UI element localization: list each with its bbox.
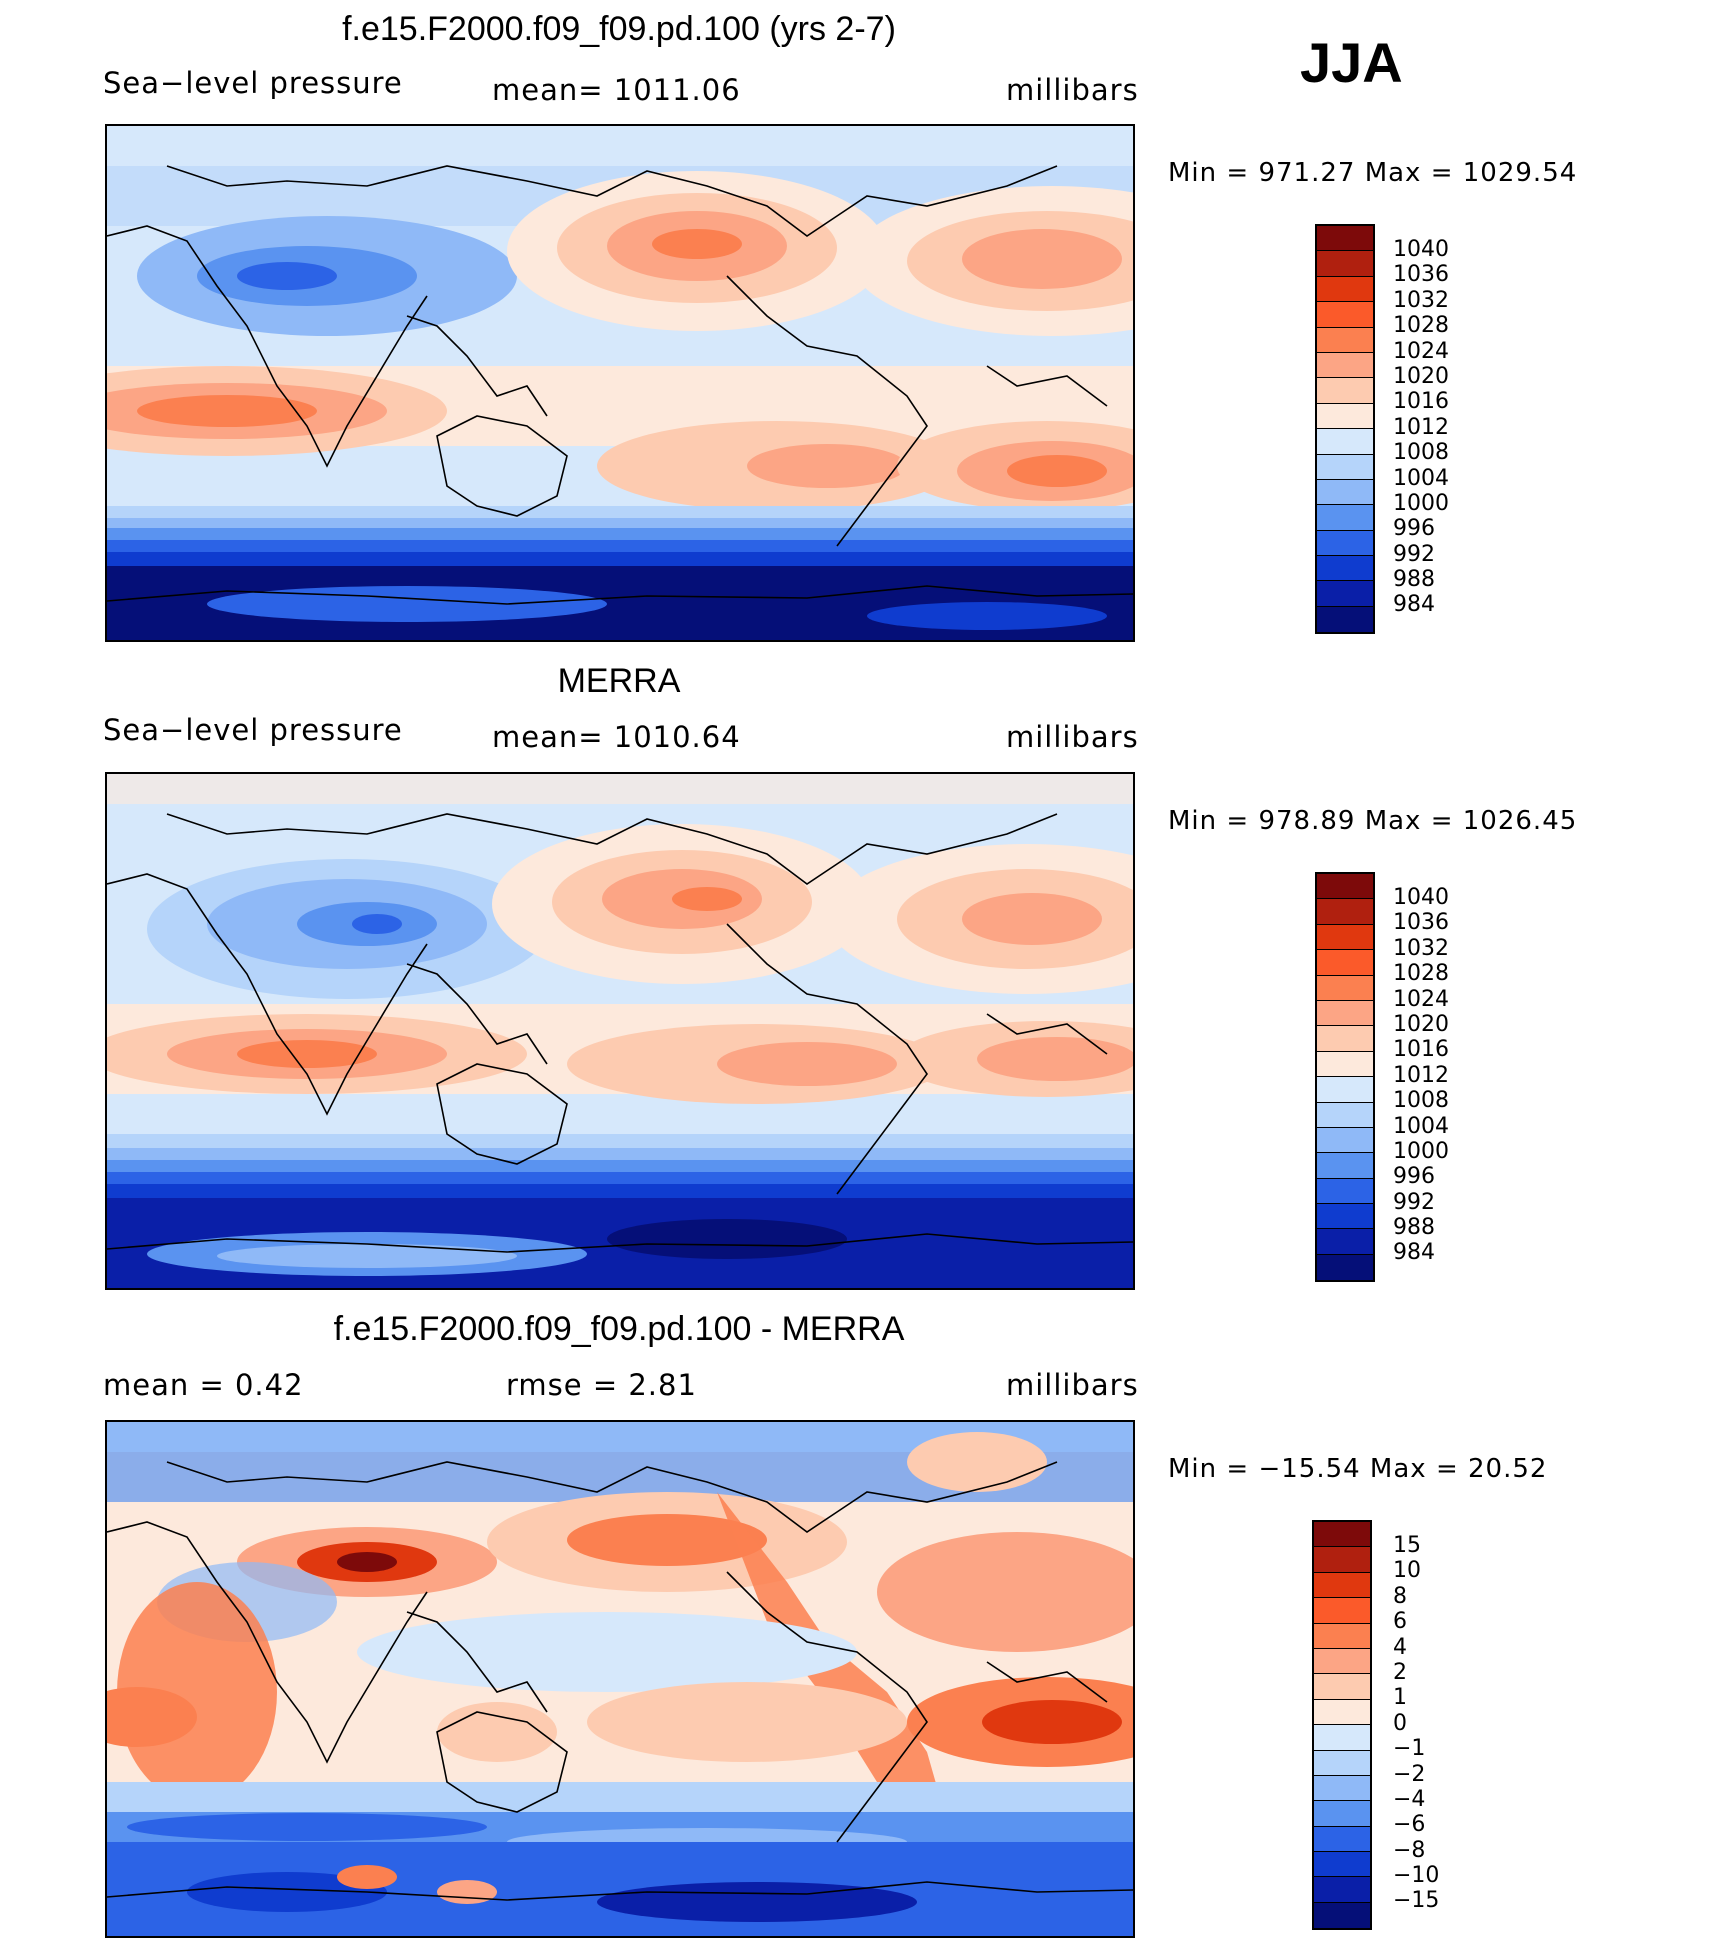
colorbar-label: 984 <box>1393 592 1435 618</box>
colorbar-label: 10 <box>1393 1558 1421 1584</box>
panel1-map <box>105 124 1135 642</box>
panel1-minmax: Min = 971.27 Max = 1029.54 <box>1168 158 1578 188</box>
panel3-colorbar <box>1312 1520 1372 1931</box>
colorbar-label: −15 <box>1393 1888 1440 1914</box>
panel1-colorbar <box>1315 224 1375 635</box>
colorbar-label: 1040 <box>1393 885 1449 910</box>
colorbar-label: 15 <box>1393 1533 1421 1558</box>
colorbar-label: 1008 <box>1393 1088 1449 1114</box>
panel2-variable-label: Sea−level pressure <box>103 713 403 747</box>
panel2-colorbar-labels: 1040 1036 1032 1028 1024 1020 1016 1012 … <box>1393 885 1449 1266</box>
panel1-colorbar-labels: 1040 1036 1032 1028 1024 1020 1016 1012 … <box>1393 237 1449 618</box>
colorbar-label: 992 <box>1393 1189 1435 1215</box>
panel1-units-label: millibars <box>1006 73 1139 107</box>
colorbar-label: 988 <box>1393 1215 1435 1241</box>
colorbar-label: 988 <box>1393 567 1435 593</box>
colorbar-label: 1004 <box>1393 1113 1449 1139</box>
colorbar-label: 1024 <box>1393 338 1449 364</box>
colorbar-label: −4 <box>1393 1786 1426 1812</box>
colorbar-label: 1012 <box>1393 414 1449 440</box>
panel1-title: f.e15.F2000.f09_f09.pd.100 (yrs 2-7) <box>342 10 896 48</box>
colorbar-label: 1020 <box>1393 1011 1449 1037</box>
panel3-mean-label: mean = 0.42 <box>103 1368 304 1402</box>
panel3-title: f.e15.F2000.f09_f09.pd.100 - MERRA <box>333 1310 905 1348</box>
colorbar-label: 1036 <box>1393 910 1449 936</box>
colorbar-label: 1028 <box>1393 961 1449 987</box>
panel2-title: MERRA <box>557 662 681 700</box>
panel1-variable-label: Sea−level pressure <box>103 66 403 100</box>
colorbar-label: −6 <box>1393 1812 1426 1838</box>
colorbar-label: 1 <box>1393 1685 1407 1711</box>
colorbar-label: 984 <box>1393 1240 1435 1266</box>
colorbar-label: 1004 <box>1393 465 1449 491</box>
panel2-units-label: millibars <box>1006 720 1139 754</box>
colorbar-label: 1008 <box>1393 440 1449 466</box>
panel2-colorbar <box>1315 872 1375 1283</box>
colorbar-label: −2 <box>1393 1761 1426 1787</box>
colorbar-label: 6 <box>1393 1609 1407 1635</box>
colorbar-label: 1016 <box>1393 1037 1449 1063</box>
colorbar-label: 1012 <box>1393 1062 1449 1088</box>
colorbar-label: 1016 <box>1393 389 1449 415</box>
colorbar-label: −10 <box>1393 1863 1440 1889</box>
colorbar-label: 1028 <box>1393 313 1449 339</box>
colorbar-label: 1000 <box>1393 490 1449 516</box>
colorbar-label: 1036 <box>1393 262 1449 288</box>
colorbar-label: −8 <box>1393 1837 1426 1863</box>
colorbar-label: −1 <box>1393 1736 1426 1762</box>
colorbar-label: 1020 <box>1393 363 1449 389</box>
colorbar-label: 0 <box>1393 1710 1407 1736</box>
panel3-colorbar-labels: 15 10 8 6 4 2 1 0 −1 −2 −4 −6 −8 −10 −15 <box>1393 1533 1439 1914</box>
panel3-minmax: Min = −15.54 Max = 20.52 <box>1168 1454 1548 1484</box>
panel3-rmse-label: rmse = 2.81 <box>506 1368 697 1402</box>
panel2-mean-label: mean= 1010.64 <box>492 720 741 754</box>
colorbar-label: 1032 <box>1393 935 1449 961</box>
panel2-minmax: Min = 978.89 Max = 1026.45 <box>1168 806 1578 836</box>
colorbar-label: 996 <box>1393 1164 1435 1190</box>
panel3-units-label: millibars <box>1006 1368 1139 1402</box>
colorbar-label: 2 <box>1393 1659 1407 1685</box>
panel3-map <box>105 1420 1135 1938</box>
colorbar-label: 1032 <box>1393 287 1449 313</box>
colorbar-label: 4 <box>1393 1634 1407 1660</box>
colorbar-label: 1040 <box>1393 237 1449 262</box>
colorbar-label: 992 <box>1393 541 1435 567</box>
panel1-mean-label: mean= 1011.06 <box>492 73 741 107</box>
colorbar-label: 8 <box>1393 1583 1407 1609</box>
colorbar-label: 1000 <box>1393 1138 1449 1164</box>
colorbar-label: 996 <box>1393 516 1435 542</box>
colorbar-label: 1024 <box>1393 986 1449 1012</box>
season-label: JJA <box>1300 31 1403 94</box>
panel2-map <box>105 772 1135 1290</box>
